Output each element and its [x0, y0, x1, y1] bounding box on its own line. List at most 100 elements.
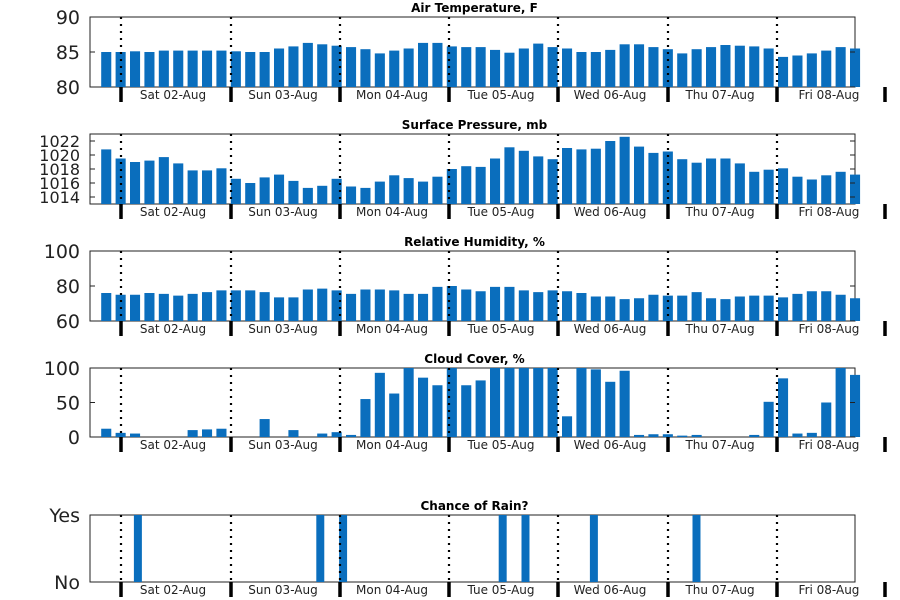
bar — [187, 170, 198, 204]
bar — [763, 295, 774, 321]
y-tick-label: No — [54, 572, 80, 594]
bar — [835, 47, 846, 87]
x-tick-label: Wed 06-Aug — [574, 322, 647, 336]
bar — [763, 401, 774, 437]
bar — [619, 44, 630, 87]
bar — [158, 293, 169, 321]
bar — [475, 166, 486, 204]
bar — [691, 434, 702, 437]
bar — [331, 45, 342, 87]
bar — [374, 181, 385, 204]
bar — [821, 50, 832, 87]
bar — [547, 47, 558, 87]
bar — [346, 434, 357, 437]
bar — [648, 47, 659, 87]
bar — [101, 428, 112, 437]
bar — [648, 294, 659, 321]
bar — [101, 52, 112, 87]
bar — [792, 176, 803, 204]
bar — [446, 286, 457, 321]
bar — [677, 435, 688, 437]
bar — [490, 368, 501, 437]
bar — [173, 163, 184, 204]
bar — [230, 290, 241, 321]
x-tick-label: Tue 05-Aug — [466, 322, 534, 336]
bar — [461, 47, 472, 87]
bar — [389, 175, 400, 204]
bar — [547, 159, 558, 204]
bar — [245, 183, 256, 204]
bar — [792, 55, 803, 87]
bar — [504, 368, 515, 437]
bar — [130, 433, 141, 437]
bar — [187, 430, 198, 437]
bar — [216, 50, 227, 87]
bar — [317, 288, 328, 321]
bar — [144, 293, 155, 321]
bar — [547, 290, 558, 321]
bar — [763, 48, 774, 87]
y-tick-label: 80 — [56, 276, 80, 298]
bar — [346, 186, 357, 204]
bar — [634, 146, 645, 204]
bar — [144, 52, 155, 87]
bar — [446, 368, 457, 437]
panel-3: Relative Humidity, % 60 80 100 Sat 02-Aug Sun… — [44, 235, 887, 336]
bar — [418, 181, 429, 204]
bar — [749, 171, 760, 204]
bar — [490, 286, 501, 321]
bar — [518, 48, 529, 87]
bar — [605, 141, 616, 204]
panel-title: Relative Humidity, % — [404, 235, 545, 249]
bar — [418, 42, 429, 87]
bar — [346, 293, 357, 321]
bar — [316, 515, 325, 582]
bar — [692, 515, 701, 582]
x-tick-label: Tue 05-Aug — [466, 438, 534, 452]
bar — [821, 291, 832, 321]
bar — [778, 297, 789, 321]
x-tick-label: Mon 04-Aug — [356, 583, 428, 597]
bar — [850, 174, 861, 204]
bar — [720, 45, 731, 87]
bar — [850, 298, 861, 321]
bar — [490, 49, 501, 87]
bar — [202, 50, 213, 87]
bar — [763, 169, 774, 204]
bar — [302, 289, 313, 321]
bar — [115, 432, 126, 437]
bar — [432, 176, 443, 204]
x-tick-label: Fri 08-Aug — [799, 322, 860, 336]
bar — [475, 47, 486, 87]
y-tick-label: 85 — [56, 42, 80, 64]
bar — [691, 292, 702, 321]
x-tick-label: Thu 07-Aug — [684, 88, 754, 102]
x-tick-label: Fri 08-Aug — [799, 205, 860, 219]
bar — [562, 416, 573, 437]
x-tick-label: Wed 06-Aug — [574, 205, 647, 219]
bar — [778, 56, 789, 87]
bar — [533, 368, 544, 437]
bar — [259, 419, 270, 437]
bar — [691, 162, 702, 204]
bar — [677, 295, 688, 321]
x-tick-label: Sat 02-Aug — [140, 88, 206, 102]
x-tick-label: Fri 08-Aug — [799, 88, 860, 102]
bar — [317, 433, 328, 437]
bar — [302, 42, 313, 87]
bar — [634, 44, 645, 87]
bar — [288, 297, 299, 321]
bar — [619, 370, 630, 437]
bar — [576, 368, 587, 437]
panel-2: Surface Pressure, mb 10141016101810201022… — [39, 118, 887, 219]
bar — [360, 399, 371, 437]
bar — [475, 380, 486, 437]
bar — [734, 296, 745, 321]
bar — [706, 158, 717, 204]
bar — [130, 294, 141, 321]
bar — [648, 434, 659, 437]
bar — [339, 515, 348, 582]
panel-frame — [89, 367, 856, 438]
bar — [518, 290, 529, 321]
bar — [230, 178, 241, 204]
